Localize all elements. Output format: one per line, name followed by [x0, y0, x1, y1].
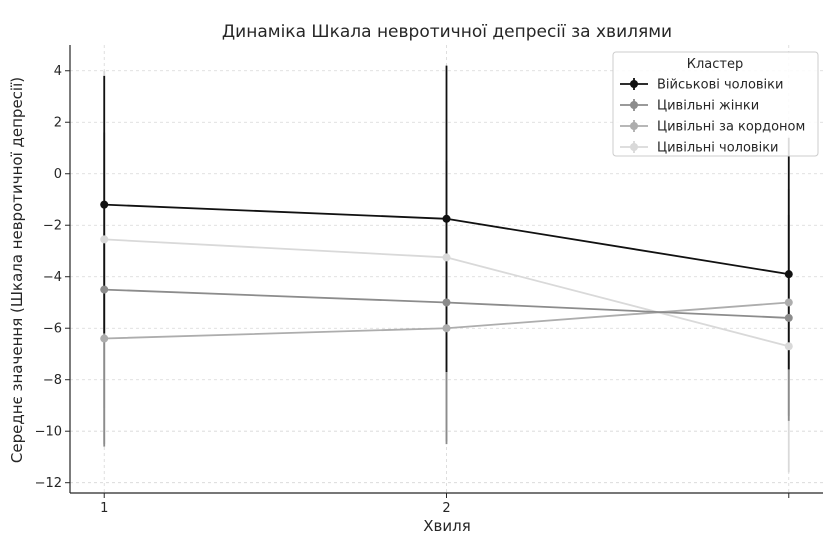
- y-tick-label: −8: [43, 373, 62, 388]
- y-tick-label: −4: [43, 270, 62, 285]
- series-lines: [100, 200, 793, 351]
- data-point: [442, 214, 451, 223]
- y-axis-title: Середнє значення (Шкала невротичної депр…: [8, 77, 26, 463]
- legend-marker: [630, 122, 638, 130]
- data-point: [442, 298, 451, 307]
- legend: Кластер Військові чоловіки Цивільні жінки…: [612, 51, 819, 157]
- legend-marker: [630, 101, 638, 109]
- legend-label: Військові чоловіки: [657, 78, 783, 93]
- legend-label: Цивільні за кордоном: [657, 120, 805, 135]
- y-tick-label: −2: [43, 219, 62, 234]
- y-tick-label: −6: [43, 322, 62, 337]
- legend-label: Цивільні жінки: [657, 99, 759, 114]
- data-point: [784, 342, 793, 351]
- x-tick-label: 2: [442, 501, 450, 516]
- y-tick-label: 4: [54, 64, 62, 79]
- legend-title: Кластер: [687, 57, 743, 72]
- axes: 4 2 0 −2 −4 −6 −8 −10 −12 1 2: [35, 45, 823, 516]
- data-point: [100, 200, 109, 209]
- y-tick-label: 0: [54, 167, 62, 182]
- legend-box: [612, 51, 819, 157]
- data-point: [784, 270, 793, 279]
- data-point: [442, 324, 451, 333]
- data-point: [100, 334, 109, 343]
- legend-marker: [630, 80, 638, 88]
- data-point: [442, 253, 451, 262]
- data-point: [784, 298, 793, 307]
- chart-title: Динаміка Шкала невротичної депресії за х…: [222, 22, 672, 42]
- x-tick-label: 1: [100, 501, 108, 516]
- y-tick-label: −10: [35, 425, 62, 440]
- legend-label: Цивільні чоловіки: [657, 141, 779, 156]
- x-axis-title: Хвиля: [423, 517, 470, 535]
- data-point: [100, 235, 109, 244]
- y-tick-label: 2: [54, 116, 62, 131]
- legend-marker: [630, 143, 638, 151]
- y-tick-label: −12: [35, 476, 62, 491]
- data-point: [784, 313, 793, 322]
- data-point: [100, 285, 109, 294]
